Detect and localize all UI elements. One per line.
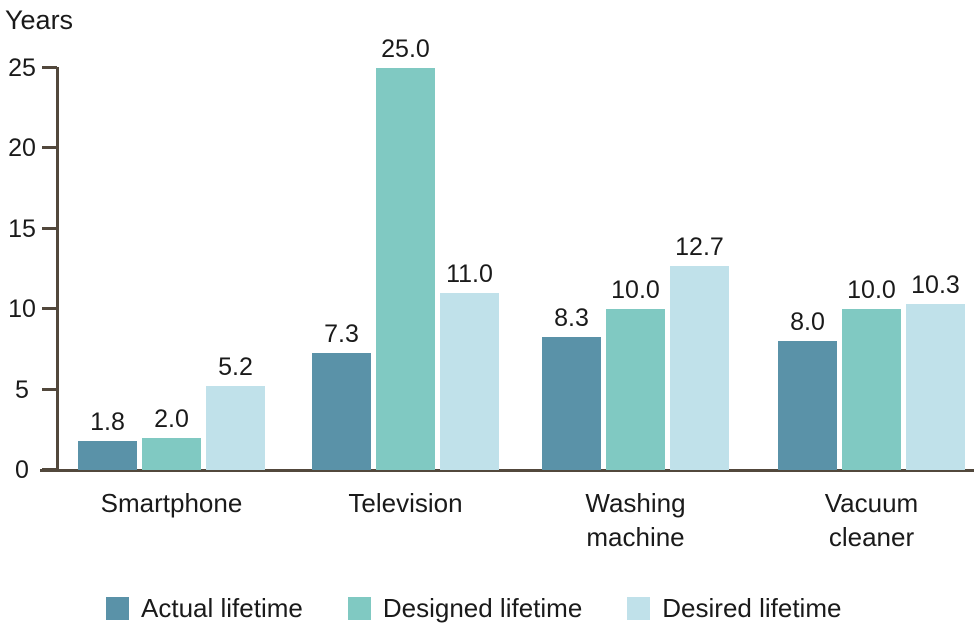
bar [606,309,665,470]
legend-swatch [627,596,651,620]
y-tick-label: 10 [8,295,36,323]
bar [312,353,371,470]
category-label: Smartphone [100,488,243,518]
value-label: 8.0 [790,308,825,336]
bar [376,68,435,470]
bar [906,304,965,470]
value-label: 8.3 [554,304,589,332]
y-tick [42,66,57,69]
y-axis-line [56,67,59,472]
legend-item: Designed lifetime [347,593,583,623]
value-label: 25.0 [381,35,430,63]
value-label: 10.0 [847,276,896,304]
bar [778,341,837,470]
bar [670,266,729,470]
y-tick [42,227,57,230]
value-label: 12.7 [675,233,724,261]
y-tick-label: 0 [15,456,29,484]
legend-item: Desired lifetime [627,594,841,622]
bar [78,441,137,470]
bar [142,438,201,470]
category-label: Television [348,488,463,518]
legend-item: Actual lifetime [106,594,303,622]
bar [542,337,601,470]
x-axis-line [40,469,974,472]
y-tick-label: 25 [8,54,36,82]
value-label: 10.3 [911,271,960,299]
value-label: 7.3 [324,320,359,348]
legend-label: Actual lifetime [141,593,303,623]
y-tick [42,146,57,149]
legend-swatch [347,596,371,620]
value-label: 2.0 [154,405,189,433]
legend-swatch [106,596,129,620]
value-label: 11.0 [446,260,493,288]
y-tick [42,388,57,391]
y-axis-title: Years [5,5,74,35]
bar [440,293,499,470]
y-tick [42,468,57,471]
legend-label: Desired lifetime [662,593,842,623]
y-tick [42,307,57,310]
legend-label: Designed lifetime [382,593,583,623]
category-label: Washing machine [585,488,686,552]
value-label: 10.0 [611,276,660,304]
y-tick-label: 20 [8,134,36,162]
category-label: Vacuum cleaner [824,488,919,552]
y-tick-label: 5 [15,376,29,404]
y-tick-label: 15 [8,215,36,243]
bar [842,309,901,470]
value-label: 1.8 [90,408,125,436]
value-label: 5.2 [218,353,253,381]
bar [206,386,265,470]
legend: Actual lifetime Designed lifetime Desired … [106,594,841,622]
